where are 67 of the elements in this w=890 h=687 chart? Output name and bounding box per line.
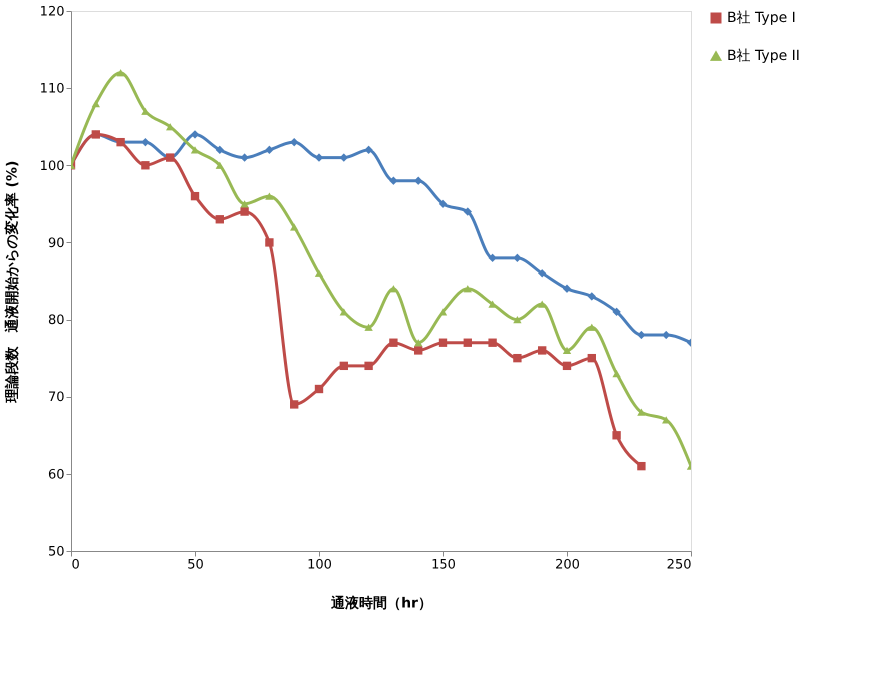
point [612,431,621,440]
point [438,200,448,208]
point [414,176,422,185]
point [340,362,348,370]
point [216,215,224,224]
x-tick-label: 200 [555,558,580,572]
point [290,223,298,231]
point [562,362,572,370]
y-tick-label: 120 [40,4,64,20]
point [513,354,522,362]
point [414,339,422,346]
point [240,200,249,208]
point [513,316,522,324]
y-tick-label: 70 [48,390,64,406]
point [116,69,125,76]
y-axis-title: 理論段数 通液開始からの変化率 (%) [4,160,21,404]
point [290,400,298,409]
y-tick-label: 110 [40,82,64,97]
point [265,238,274,247]
point [92,100,100,108]
legend-label: B社 Type II [727,48,800,64]
point [290,138,298,146]
x-tick-label: 150 [431,558,456,572]
point [190,130,200,139]
point [364,146,373,154]
point [141,161,150,170]
point [414,346,422,355]
point [340,153,348,162]
x-tick-label: 250 [666,558,692,572]
y-tick-label: 50 [48,544,64,560]
point [464,338,472,347]
y-tick-label: 60 [48,467,64,482]
point [562,284,572,293]
point [364,324,373,331]
point [612,308,621,316]
x-tick-label: 100 [307,558,332,572]
point [389,338,398,347]
point [464,207,472,216]
point [438,308,448,316]
x-tick-label: 50 [187,558,204,572]
y-tick-label: 90 [48,236,64,251]
point [438,338,448,347]
point [240,207,249,216]
point [265,146,274,154]
point [314,384,324,394]
point [562,346,572,354]
point [637,408,646,416]
point [216,162,224,169]
y-tick-label: 80 [48,313,64,328]
point [314,270,324,277]
point [265,192,274,200]
point [612,370,621,378]
x-axis-title: 通液時間（hr） [330,594,432,612]
point [190,192,200,200]
point [588,324,596,331]
legend-label: B社 Type I [727,10,796,26]
point [364,362,373,370]
x-tick-label: 0 [72,558,80,572]
point [588,354,596,362]
y-tick-label: 100 [40,158,64,174]
point [464,285,472,292]
point [488,338,497,347]
point [538,346,546,355]
point [588,292,596,301]
point [216,146,224,154]
point [637,462,646,470]
point [538,269,546,278]
